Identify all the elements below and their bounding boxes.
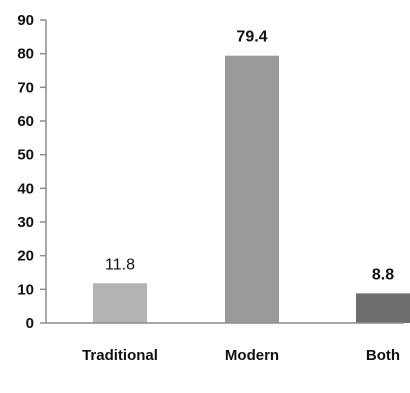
data-labels: 11.8 79.4 8.8 <box>105 29 394 284</box>
y-tick-label: 0 <box>26 315 34 332</box>
y-tick-label: 70 <box>17 79 34 96</box>
y-tick-label: 40 <box>17 180 34 197</box>
y-tick-label: 30 <box>17 214 34 231</box>
y-tick-label: 90 <box>17 12 34 29</box>
category-label-both: Both <box>366 347 400 364</box>
y-tick-label: 10 <box>17 281 34 298</box>
y-tick-label: 60 <box>17 113 34 130</box>
category-label-traditional: Traditional <box>82 347 158 364</box>
y-tick-label: 50 <box>17 147 34 164</box>
bar-both <box>356 293 410 323</box>
y-tick-label: 80 <box>17 46 34 63</box>
data-label-modern: 79.4 <box>236 29 267 46</box>
data-label-both: 8.8 <box>372 266 394 283</box>
bar-modern <box>225 55 279 323</box>
data-label-traditional: 11.8 <box>105 256 135 273</box>
y-axis-ticks: 0 10 20 30 40 50 60 70 80 90 <box>17 12 46 332</box>
bars <box>93 55 410 323</box>
y-tick-label: 20 <box>17 248 34 265</box>
category-label-modern: Modern <box>225 347 279 364</box>
bar-traditional <box>93 283 147 323</box>
category-labels: Traditional Modern Both <box>82 347 400 364</box>
